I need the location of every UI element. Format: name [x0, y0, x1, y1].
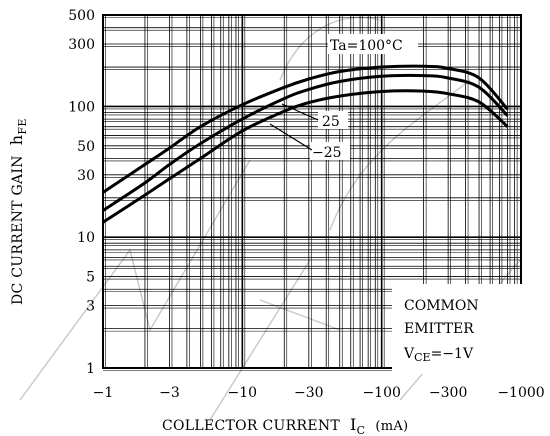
y-tick-label: 300: [68, 37, 95, 53]
x-tick-label: −3: [159, 385, 180, 401]
label-25: 25: [322, 114, 340, 130]
label-minus25: −25: [312, 145, 342, 161]
label-ta-100: Ta=100°C: [330, 38, 403, 54]
grid: [102, 14, 521, 371]
x-tick-label: −1000: [497, 385, 544, 401]
y-tick-label: 10: [77, 230, 95, 246]
series-annotations: Ta=100°C 25 −25: [269, 34, 418, 161]
x-tick-labels: −1 −3 −10 −30 −100 −300 −1000: [93, 385, 545, 401]
condition-vce: VCE=−1V: [403, 346, 474, 364]
y-tick-label: 3: [86, 299, 95, 315]
y-tick-label: 50: [77, 139, 95, 155]
condition-line1: COMMON: [404, 298, 479, 314]
condition-box-bg: [392, 284, 522, 374]
y-tick-label: 5: [86, 270, 95, 286]
y-tick-labels: 1 3 5 10 30 50 100 300 500: [68, 8, 95, 377]
x-tick-label: −10: [228, 385, 258, 401]
y-tick-label: 100: [68, 99, 95, 115]
label-bg-25: [318, 111, 348, 129]
series-line-2: [102, 89, 509, 224]
x-tick-label: −100: [362, 385, 400, 401]
leader-25: [281, 103, 319, 121]
curves: [102, 64, 509, 224]
series-line-1: [102, 73, 509, 212]
condition-line2: EMITTER: [404, 321, 474, 337]
y-axis-title: DC CURRENT GAINhFE: [7, 118, 29, 305]
series-line-0: [102, 64, 509, 194]
condition-box: COMMON EMITTER VCE=−1V: [392, 284, 522, 374]
x-tick-label: −30: [294, 385, 324, 401]
label-bg-m25: [310, 142, 350, 160]
x-tick-label: −300: [429, 385, 467, 401]
x-tick-label: −1: [93, 385, 114, 401]
label-bg-100: [328, 34, 418, 54]
y-tick-label: 500: [68, 8, 95, 24]
x-axis-title: COLLECTOR CURRENT IC (mA): [162, 415, 408, 436]
y-tick-label: 1: [86, 361, 95, 377]
y-tick-label: 30: [77, 168, 95, 184]
leader-minus25: [269, 123, 313, 151]
